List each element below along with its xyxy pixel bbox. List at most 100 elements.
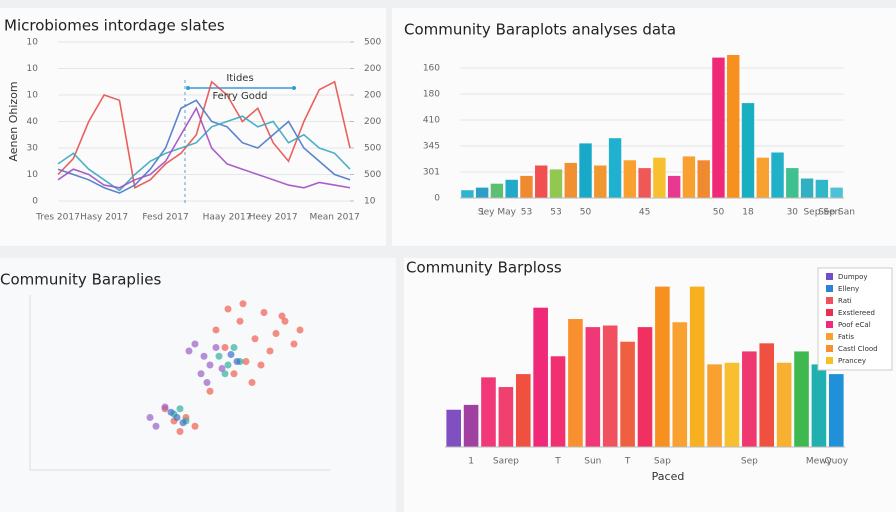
y-tick-label: 301 — [423, 168, 440, 178]
x-axis-label: Paced — [652, 470, 685, 483]
bar — [776, 362, 792, 447]
point — [179, 419, 187, 427]
bar — [564, 162, 577, 198]
bar — [638, 168, 651, 198]
point — [200, 352, 208, 360]
point — [176, 428, 184, 435]
point — [230, 370, 238, 378]
panel — [0, 258, 396, 512]
point — [266, 347, 274, 355]
legend-swatch — [826, 285, 833, 292]
bar — [830, 187, 843, 198]
point — [176, 405, 184, 413]
y2-tick-label: 200 — [364, 91, 381, 101]
legend-label: Dumpoy — [838, 273, 868, 281]
x-tick-label: 53 — [521, 208, 532, 218]
y-tick-label: 0 — [434, 194, 440, 204]
panel — [0, 8, 386, 246]
point — [296, 326, 304, 334]
chart-title: Microbiomes intordage slates — [4, 17, 225, 35]
legend-swatch — [826, 321, 833, 328]
bar — [623, 160, 637, 198]
bar — [756, 157, 769, 198]
bar — [550, 356, 566, 447]
y-tick-label: 0 — [32, 197, 38, 207]
bar — [505, 179, 518, 198]
point — [257, 361, 265, 369]
bar — [682, 156, 696, 198]
x-tick-label: Sep — [741, 457, 758, 467]
point — [278, 312, 286, 320]
point — [224, 305, 232, 313]
bar — [620, 341, 635, 447]
point — [236, 317, 244, 325]
y-tick-label: 10 — [27, 64, 39, 74]
bar — [568, 319, 583, 447]
bar — [533, 307, 548, 447]
y-axis-label: Aenen Ohizom — [7, 81, 20, 161]
legend-label: Prancey — [838, 357, 866, 365]
x-tick-label: 50 — [713, 208, 725, 218]
legend-swatch — [826, 357, 833, 364]
chart-title: Community Baraplies — [0, 271, 162, 289]
x-tick-label: 18 — [742, 208, 754, 218]
y-tick-label: 10 — [27, 170, 39, 180]
bar — [811, 364, 827, 447]
y-tick-label: 160 — [423, 64, 440, 74]
series-line — [57, 106, 351, 189]
point — [173, 414, 181, 421]
panel — [392, 8, 896, 246]
legend-swatch — [826, 345, 833, 352]
legend-label: Fatis — [838, 333, 854, 341]
point — [230, 344, 238, 351]
point — [146, 414, 154, 421]
x-tick-label: Sep San — [818, 208, 855, 218]
x-tick-label: 1 — [479, 208, 485, 218]
bar — [490, 183, 504, 198]
bar — [602, 325, 618, 447]
point — [260, 309, 268, 316]
x-tick-label: 1 — [468, 457, 474, 467]
point — [185, 347, 193, 355]
point — [212, 344, 220, 351]
x-tick-label: Haay 2017 — [203, 213, 252, 223]
point — [218, 365, 226, 372]
chart-title: Community Barploss — [406, 259, 562, 277]
y-tick-label: 10 — [27, 38, 39, 48]
legend-swatch — [826, 309, 833, 316]
bar — [741, 103, 755, 198]
legend-box — [817, 267, 893, 371]
bar — [697, 160, 710, 198]
x-tick-label: 45 — [639, 208, 650, 218]
bar — [667, 175, 681, 198]
y2-tick-label: 200 — [364, 117, 381, 127]
point — [191, 422, 199, 430]
point — [215, 352, 223, 360]
x-tick-label: 53 — [550, 208, 561, 218]
bar — [689, 286, 705, 447]
bar — [463, 404, 479, 447]
bar — [608, 138, 622, 198]
arrow-end — [292, 86, 296, 90]
point — [281, 317, 289, 325]
point — [167, 408, 175, 416]
x-tick-label: Hasy 2017 — [80, 213, 128, 223]
x-tick-label: Sarep — [493, 457, 519, 467]
y-tick-label: 345 — [423, 142, 440, 152]
legend-label: Poof eCal — [838, 321, 871, 329]
x-tick-label: Sap — [654, 457, 671, 467]
bar — [794, 351, 809, 447]
bar — [461, 190, 474, 198]
legend-swatch — [826, 273, 833, 280]
x-tick-label: Tres 2017 — [35, 213, 80, 223]
point — [206, 361, 214, 369]
point — [272, 330, 280, 337]
y2-tick-label: 200 — [364, 64, 381, 74]
point — [197, 370, 205, 378]
bar — [672, 322, 688, 447]
y-tick-label: 10 — [27, 91, 39, 101]
point — [206, 387, 214, 395]
point — [224, 361, 232, 369]
legend-label: Rati — [838, 297, 852, 305]
